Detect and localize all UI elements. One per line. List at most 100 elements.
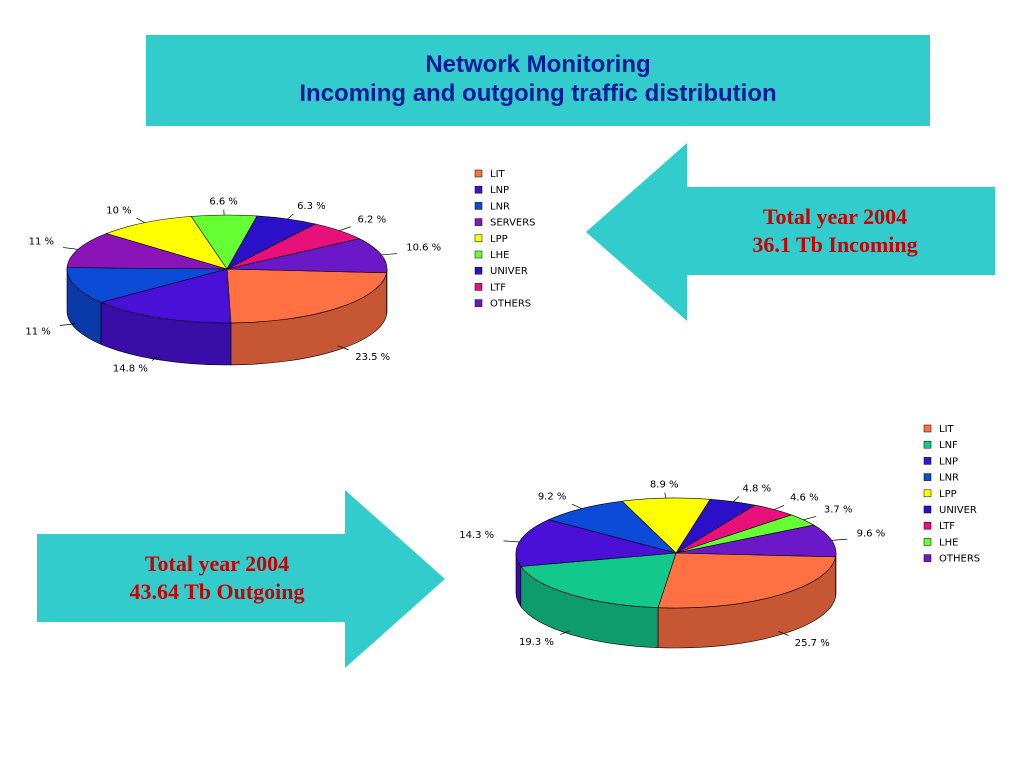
incoming-slice-label-1: 14.8 % (113, 363, 148, 374)
incoming-leader-line-2 (59, 323, 76, 326)
outgoing-pie-slice-0 (657, 552, 836, 609)
outgoing-legend-label-6: LTF (939, 521, 955, 532)
incoming-leader-line-6 (287, 213, 294, 220)
outgoing-arrow-shape (37, 490, 445, 668)
outgoing-slice-label-2: 14.3 % (459, 530, 494, 541)
title-line-1: Network Monitoring (425, 51, 651, 78)
incoming-pie-slice-3 (66, 233, 228, 270)
outgoing-leader-line-7 (803, 516, 817, 521)
outgoing-leader-line-0 (778, 630, 789, 636)
outgoing-pie-slice-3 (547, 500, 678, 554)
incoming-leader-line-8 (381, 253, 397, 256)
incoming-legend-swatch-2 (474, 202, 483, 210)
outgoing-slice-label-1: 19.3 % (519, 637, 554, 648)
incoming-legend-label-6: UNIVER (490, 266, 528, 277)
incoming-leader-line-1 (151, 355, 159, 361)
outgoing-legend-swatch-5 (923, 505, 932, 514)
incoming-legend-label-2: LNR (490, 201, 510, 212)
incoming-slice-label-2: 11 % (25, 326, 50, 337)
outgoing-arrow: Total year 2004 43.64 Tb Outgoing (37, 490, 447, 668)
incoming-legend-swatch-3 (474, 218, 483, 226)
outgoing-leader-line-8 (831, 538, 848, 541)
outgoing-pie-chart: 25.7 % 19.3 % 14.3 % 9.2 % 8.9 % 4.8 % 4.6 % 3.… (459, 479, 885, 649)
outgoing-callout: Total year 2004 43.64 Tb Outgoing (77, 550, 357, 606)
outgoing-slice-label-8: 9.6 % (857, 528, 886, 539)
incoming-arrow: Total year 2004 36.1 Tb Incoming (586, 143, 996, 321)
outgoing-slice-label-7: 3.7 % (824, 504, 853, 515)
outgoing-slice-label-4: 8.9 % (650, 479, 679, 490)
outgoing-legend-swatch-3 (923, 473, 932, 481)
incoming-slice-label-3: 11 % (29, 236, 54, 247)
incoming-legend-swatch-4 (474, 234, 483, 243)
outgoing-slice-label-6: 4.6 % (790, 493, 819, 504)
incoming-legend-label-5: LHE (490, 250, 509, 261)
outgoing-pie-slice-2 (515, 519, 677, 567)
incoming-pie-slice-4 (105, 216, 228, 270)
outgoing-legend-swatch-6 (923, 521, 932, 530)
outgoing-slice-label-0: 25.7 % (795, 638, 830, 649)
incoming-leader-line-0 (337, 345, 349, 351)
incoming-legend-label-7: LTF (490, 282, 506, 293)
incoming-slice-label-6: 6.3 % (297, 201, 326, 212)
outgoing-legend-label-4: LPP (939, 489, 957, 500)
outgoing-legend-label-1: LNF (939, 440, 958, 451)
outgoing-leader-line-5 (733, 496, 740, 502)
outgoing-legend: LIT LNF LNP LNR LPP UNIVER LTF LHE OTHERS (923, 424, 980, 565)
outgoing-legend-swatch-2 (923, 457, 932, 465)
incoming-legend-swatch-0 (474, 169, 483, 178)
outgoing-slice-label-5: 4.8 % (742, 483, 771, 494)
outgoing-legend-swatch-7 (923, 538, 932, 546)
outgoing-callout-line2: 43.64 Tb Outgoing (129, 579, 305, 604)
incoming-arrow-shape (586, 143, 995, 321)
incoming-pie-slice-1 (100, 268, 232, 324)
incoming-legend-label-3: SERVERS (490, 218, 536, 229)
outgoing-legend-swatch-4 (923, 489, 932, 498)
title-line-2: Incoming and outgoing traffic distributi… (299, 80, 777, 107)
incoming-leader-line-3 (62, 247, 78, 250)
outgoing-leader-line-1 (560, 630, 571, 635)
incoming-legend-swatch-8 (474, 299, 483, 307)
incoming-legend-label-8: OTHERS (490, 299, 531, 310)
outgoing-leader-line-3 (571, 503, 582, 509)
incoming-pie-slice-0 (226, 268, 387, 324)
outgoing-legend-swatch-1 (923, 440, 932, 449)
incoming-leader-line-4 (136, 217, 145, 223)
incoming-pie-chart: 23.5 % 14.8 % 11 % 11 % 10 % 6.6 % 6.3 % 6.2 % 1… (25, 196, 441, 374)
incoming-legend-swatch-6 (474, 266, 483, 275)
outgoing-legend-label-2: LNP (939, 456, 958, 467)
outgoing-leader-line-2 (503, 540, 520, 543)
incoming-legend: LIT LNP LNR SERVERS LPP LHE UNIVER LTF OTHERS (474, 169, 536, 310)
outgoing-pie-slice-1 (520, 552, 677, 608)
incoming-slice-label-4: 10 % (106, 205, 131, 216)
incoming-leader-line-7 (339, 226, 351, 231)
incoming-callout-line1: Total year 2004 (762, 204, 908, 229)
outgoing-legend-label-7: LHE (939, 537, 958, 548)
incoming-legend-swatch-5 (474, 250, 483, 259)
outgoing-leader-line-6 (774, 504, 785, 510)
outgoing-slice-label-3: 9.2 % (538, 492, 567, 503)
outgoing-legend-label-3: LNR (939, 473, 959, 484)
outgoing-legend-label-8: OTHERS (939, 554, 980, 565)
incoming-legend-label-4: LPP (490, 234, 508, 245)
incoming-pie-slice-8 (226, 238, 388, 274)
incoming-legend-label-0: LIT (490, 169, 506, 180)
outgoing-leader-line-4 (664, 492, 667, 499)
incoming-pie-slice-2 (66, 267, 228, 303)
outgoing-callout-line1: Total year 2004 (144, 551, 290, 576)
incoming-legend-label-1: LNP (490, 185, 509, 196)
outgoing-pie-slice-4 (621, 497, 711, 554)
incoming-legend-swatch-1 (474, 185, 483, 194)
outgoing-legend-label-0: LIT (939, 424, 955, 435)
title-banner: Network Monitoring Incoming and outgoing… (146, 35, 930, 126)
incoming-slice-label-5: 6.6 % (209, 196, 238, 207)
outgoing-legend-swatch-0 (923, 424, 932, 433)
incoming-callout-line2: 36.1 Tb Incoming (752, 232, 918, 257)
incoming-slice-label-0: 23.5 % (355, 352, 390, 363)
incoming-slice-label-8: 10.6 % (406, 243, 441, 254)
incoming-legend-swatch-7 (474, 283, 483, 291)
incoming-callout: Total year 2004 36.1 Tb Incoming (676, 203, 994, 259)
outgoing-legend-swatch-8 (923, 554, 932, 562)
outgoing-legend-label-5: UNIVER (939, 505, 977, 516)
incoming-slice-label-7: 6.2 % (358, 214, 387, 225)
